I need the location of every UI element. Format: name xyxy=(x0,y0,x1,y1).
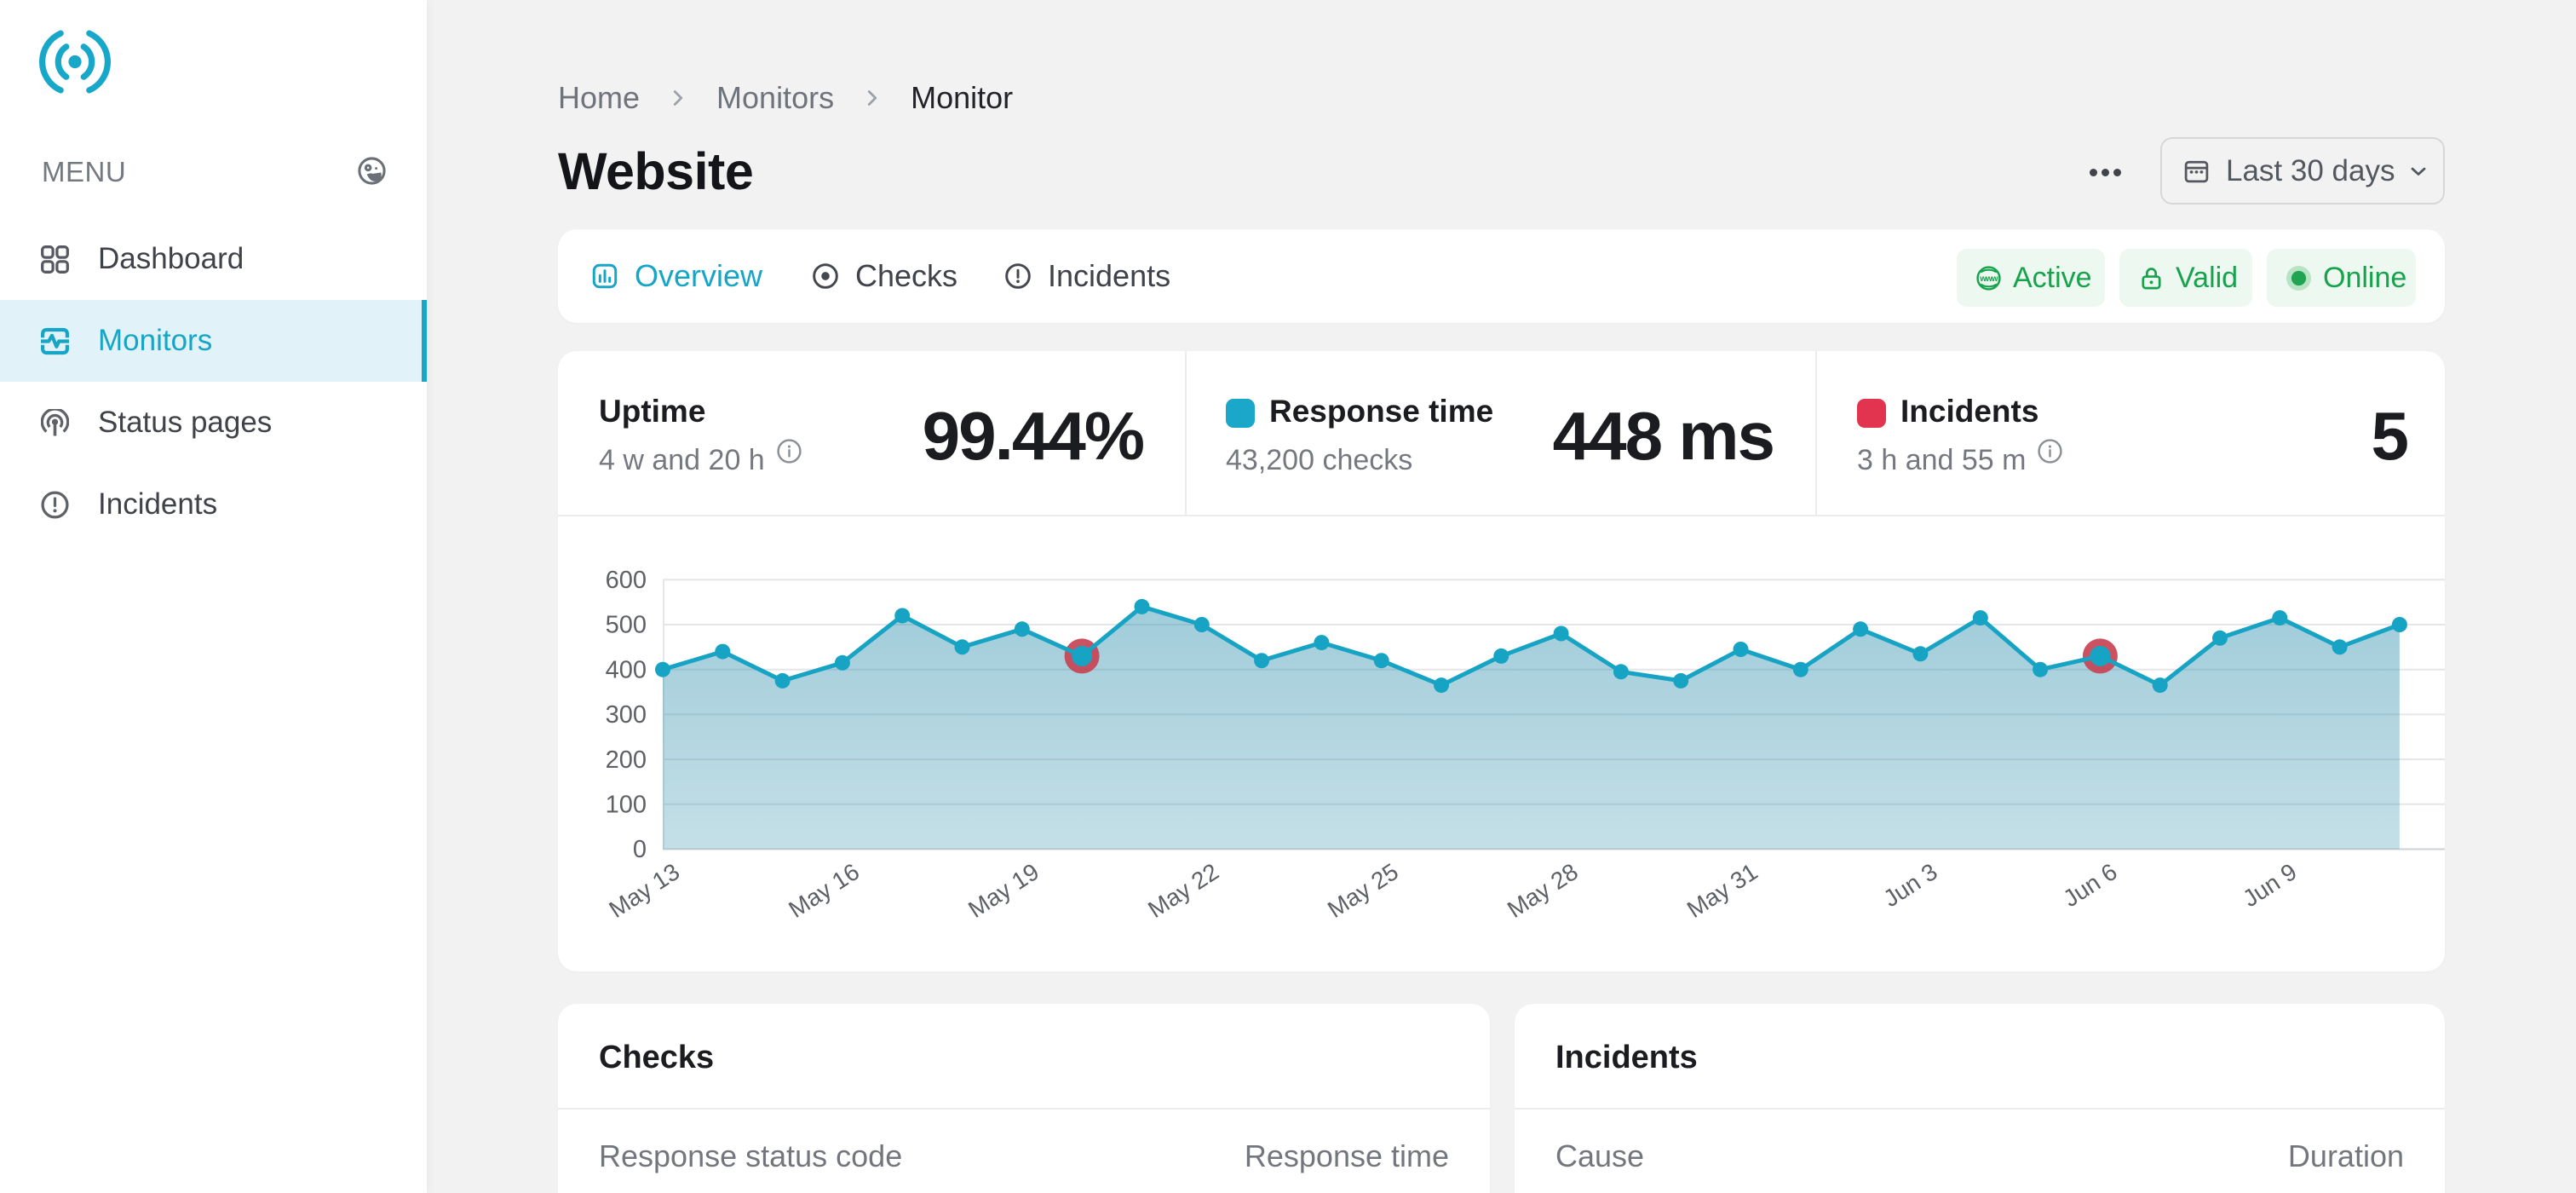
svg-text:600: 600 xyxy=(606,567,647,594)
svg-text:May 22: May 22 xyxy=(1143,858,1223,923)
svg-text:May 16: May 16 xyxy=(784,858,864,923)
svg-text:400: 400 xyxy=(606,656,647,683)
svg-text:100: 100 xyxy=(606,792,647,819)
svg-text:May 13: May 13 xyxy=(604,858,684,923)
svg-text:300: 300 xyxy=(606,701,647,729)
svg-text:www: www xyxy=(1979,274,1998,283)
svg-text:May 19: May 19 xyxy=(963,858,1044,923)
svg-text:Jun 6: Jun 6 xyxy=(2058,858,2121,912)
svg-text:May 28: May 28 xyxy=(1503,858,1583,923)
svg-text:Jun 9: Jun 9 xyxy=(2238,858,2301,912)
svg-text:Jun 3: Jun 3 xyxy=(1878,858,1941,912)
svg-text:500: 500 xyxy=(606,612,647,639)
svg-text:200: 200 xyxy=(606,746,647,774)
svg-text:0: 0 xyxy=(633,836,647,863)
svg-text:May 31: May 31 xyxy=(1682,858,1762,923)
svg-text:May 25: May 25 xyxy=(1323,858,1403,923)
